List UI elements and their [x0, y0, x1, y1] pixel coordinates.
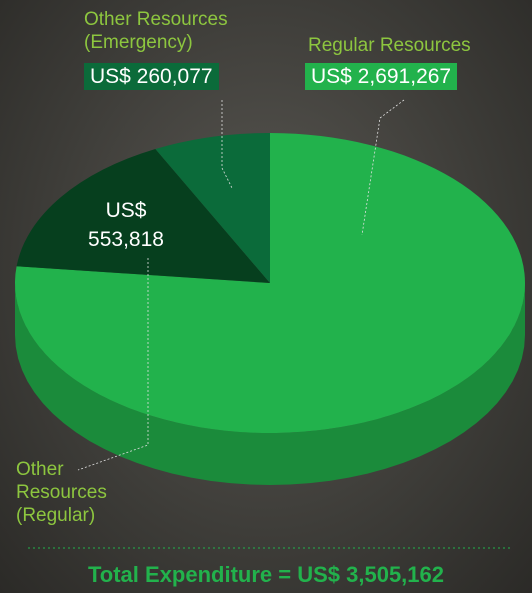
- value-label: US$ 2,691,267: [305, 63, 458, 90]
- legend-label: Other Resources (Emergency): [84, 9, 228, 53]
- value-label: US$ 260,077: [84, 63, 219, 90]
- legend-label: Regular Resources: [308, 35, 471, 56]
- leader-line: [221, 100, 233, 189]
- slice: [16, 149, 270, 283]
- leader-line: [77, 258, 149, 471]
- leader-line: [361, 99, 405, 236]
- slice: [155, 133, 270, 283]
- slice-side: [15, 283, 525, 485]
- chart-title: Total Expenditure = US$ 3,505,162: [87, 562, 445, 587]
- value-label: US$ 553,818: [88, 199, 164, 251]
- legend-label: Other Resources (Regular): [16, 459, 107, 526]
